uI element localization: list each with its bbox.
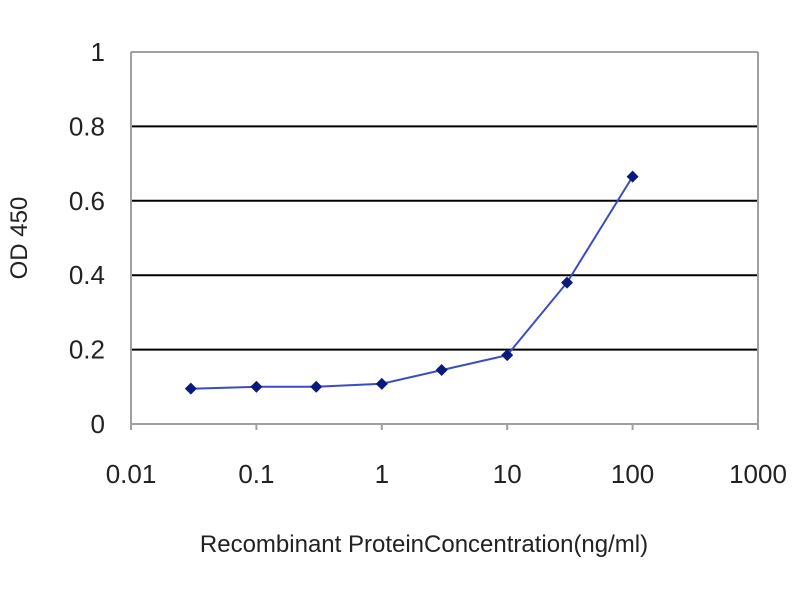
- y-tick-label: 0: [91, 409, 105, 439]
- data-markers: [184, 170, 639, 395]
- data-point: [375, 377, 388, 390]
- y-tick-label: 0.6: [69, 186, 105, 216]
- plot-area: [131, 52, 758, 424]
- data-point: [435, 364, 448, 377]
- x-axis-tick-labels: 0.01 0.1 1 10 100 1000: [106, 459, 787, 489]
- data-point: [184, 382, 197, 395]
- x-tick-label: 100: [611, 459, 654, 489]
- y-tick-label: 0.2: [69, 335, 105, 365]
- y-axis-tick-labels: 0 0.2 0.4 0.6 0.8 1: [69, 37, 105, 439]
- x-tick-label: 10: [493, 459, 522, 489]
- data-point: [626, 170, 639, 183]
- series-line: [190, 176, 634, 390]
- y-tick-label: 1: [91, 37, 105, 67]
- gridlines: [131, 125, 758, 351]
- data-point: [310, 380, 323, 393]
- y-tick-label: 0.8: [69, 111, 105, 141]
- x-tick-label: 1000: [729, 459, 787, 489]
- data-point: [561, 276, 574, 289]
- x-axis-tick-marks: [130, 424, 759, 430]
- y-tick-label: 0.4: [69, 260, 105, 290]
- x-tick-label: 0.1: [238, 459, 274, 489]
- x-axis-title: Recombinant ProteinConcentration(ng/ml): [200, 531, 648, 558]
- data-point: [250, 380, 263, 393]
- x-tick-label: 1: [375, 459, 389, 489]
- y-axis-title: OD 450: [6, 197, 33, 280]
- x-tick-label: 0.01: [106, 459, 157, 489]
- data-point: [501, 349, 514, 362]
